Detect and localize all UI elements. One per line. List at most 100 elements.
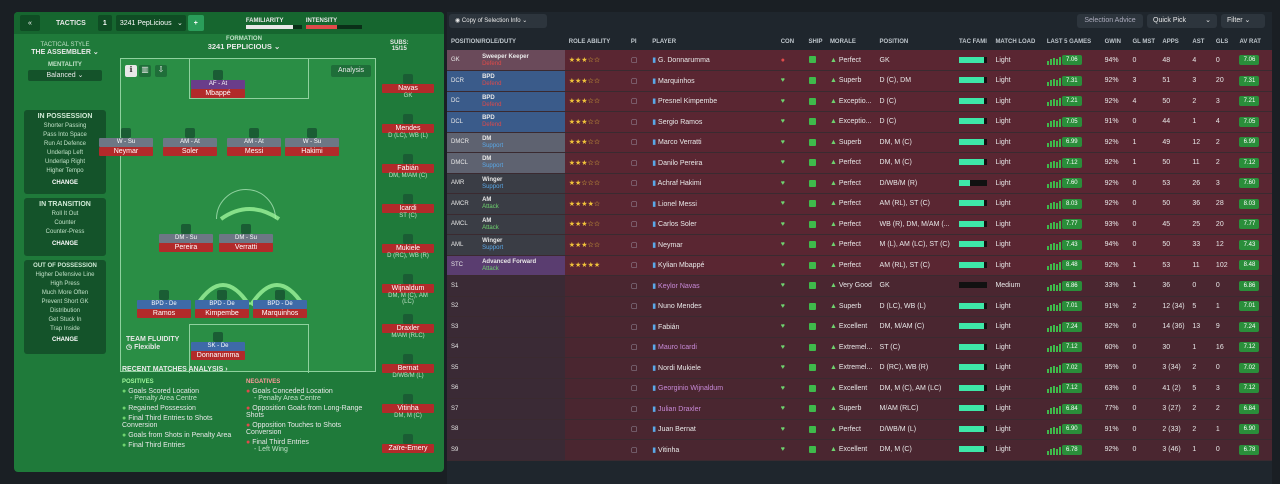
role-cell[interactable]: Winger Support bbox=[478, 234, 565, 256]
sub-player[interactable]: Mendes D (LC), WB (L) bbox=[382, 114, 434, 139]
sub-player[interactable]: Navas GK bbox=[382, 74, 434, 99]
sub-player[interactable]: Mukiele D (RC), WB (R) bbox=[382, 234, 434, 259]
role-cell[interactable]: BPD Defend bbox=[478, 91, 565, 112]
role-cell[interactable]: Sweeper Keeper Defend bbox=[478, 50, 565, 71]
col-header[interactable]: POSITION/ROLE/DUTY bbox=[451, 39, 517, 45]
col-header[interactable]: MORALE bbox=[829, 39, 856, 45]
col-header[interactable]: APPS bbox=[1162, 39, 1179, 45]
col-header[interactable]: PI bbox=[630, 39, 637, 45]
role-cell[interactable]: Advanced Forward Attack bbox=[478, 255, 565, 276]
pi-cell[interactable]: ▢ bbox=[626, 419, 649, 440]
player-cell[interactable]: ▮ Marco Verratti bbox=[648, 132, 777, 153]
pitch-player[interactable]: SK - De Donnarumma bbox=[191, 332, 245, 360]
table-row[interactable]: S9 ▢ ▮ Vitinha ♥ ▲ Excellent DM, M (C) Light 6.… bbox=[447, 439, 1272, 461]
table-row[interactable]: DMCL DM Support ★★★☆☆ ▢ ▮ Danilo Pereira ♥ ▲ Pe… bbox=[447, 152, 1272, 174]
col-header[interactable]: LAST 5 GAMES bbox=[1046, 39, 1092, 45]
table-row[interactable]: AMR Winger Support ★★☆☆☆ ▢ ▮ Achraf Hakimi ♥ ▲ … bbox=[447, 173, 1272, 194]
table-row[interactable]: AMCL AM Attack ★★★☆☆ ▢ ▮ Carlos Soler ♥ ▲ Perfe… bbox=[447, 214, 1272, 235]
role-cell[interactable] bbox=[478, 296, 565, 317]
col-header[interactable]: GLS bbox=[1215, 39, 1229, 45]
col-header[interactable]: AV RAT bbox=[1239, 39, 1261, 45]
sub-player[interactable]: Draxler M/AM (RLC) bbox=[382, 314, 434, 339]
selection-advice-button[interactable]: Selection Advice bbox=[1077, 14, 1143, 28]
pi-cell[interactable]: ▢ bbox=[626, 152, 649, 174]
player-cell[interactable]: ▮ Carlos Soler bbox=[648, 214, 777, 235]
pitch-player[interactable]: DM - Su Verratti bbox=[219, 224, 273, 252]
back-button[interactable]: « bbox=[20, 15, 40, 31]
add-tactic-button[interactable]: + bbox=[187, 15, 204, 31]
in-transition-change-button[interactable]: CHANGE bbox=[51, 241, 78, 247]
pi-cell[interactable]: ▢ bbox=[626, 111, 649, 133]
view-select[interactable]: ◉ Copy of Selection Info ⌄ bbox=[449, 14, 547, 28]
col-header[interactable]: TAC FAMI bbox=[959, 39, 987, 45]
player-cell[interactable]: ▮ Kylian Mbappé bbox=[648, 255, 777, 276]
pi-cell[interactable]: ▢ bbox=[626, 255, 649, 276]
sub-player[interactable]: Wijnaldum DM, M (C), AM (LC) bbox=[382, 274, 434, 305]
pi-cell[interactable]: ▢ bbox=[626, 275, 649, 297]
pitch-player[interactable]: W - Su Hakimi bbox=[285, 128, 339, 156]
pi-cell[interactable]: ▢ bbox=[626, 439, 649, 461]
pi-cell[interactable]: ▢ bbox=[626, 214, 649, 235]
pi-cell[interactable]: ▢ bbox=[626, 296, 649, 317]
role-cell[interactable] bbox=[478, 357, 565, 379]
pi-cell[interactable]: ▢ bbox=[626, 173, 649, 194]
out-of-possession-change-button[interactable]: CHANGE bbox=[51, 337, 78, 343]
sub-player[interactable]: Zaïre-Emery bbox=[382, 434, 434, 453]
player-cell[interactable]: ▮ Neymar bbox=[648, 234, 777, 256]
table-row[interactable]: AML Winger Support ★★★☆☆ ▢ ▮ Neymar ♥ ▲ Perfect… bbox=[447, 234, 1272, 256]
player-cell[interactable]: ▮ Achraf Hakimi bbox=[648, 173, 777, 194]
analysis-title[interactable]: RECENT MATCHES ANALYSIS › bbox=[122, 366, 228, 373]
download-icon[interactable]: ⇩ bbox=[155, 65, 167, 77]
player-cell[interactable]: ▮ Danilo Pereira bbox=[648, 152, 777, 174]
col-header[interactable]: ROLE ABILITY bbox=[568, 39, 611, 45]
col-header[interactable]: AST bbox=[1192, 39, 1205, 45]
pitch-player[interactable]: AM - At Messi bbox=[227, 128, 281, 156]
tactical-style-select[interactable]: THE ASSEMBLER ⌄ bbox=[31, 49, 99, 56]
role-cell[interactable]: BPD Defend bbox=[478, 111, 565, 133]
pitch-player[interactable]: BPD - De Kimpembe bbox=[195, 290, 249, 318]
player-cell[interactable]: ▮ Nuno Mendes bbox=[648, 296, 777, 317]
table-row[interactable]: S5 ▢ ▮ Nordi Mukiele ♥ ▲ Extremel... D (RC), … bbox=[447, 357, 1272, 379]
table-row[interactable]: DC BPD Defend ★★★☆☆ ▢ ▮ Presnel Kimpembe ♥ ▲ Ex… bbox=[447, 91, 1272, 112]
pitch-player[interactable]: W - Su Neymar bbox=[99, 128, 153, 156]
player-cell[interactable]: ▮ Sergio Ramos bbox=[648, 111, 777, 133]
pi-cell[interactable]: ▢ bbox=[626, 357, 649, 379]
table-row[interactable]: S2 ▢ ▮ Nuno Mendes ♥ ▲ Superb D (LC), WB (L) L… bbox=[447, 296, 1272, 317]
player-cell[interactable]: ▮ Georginio Wijnaldum bbox=[648, 378, 777, 399]
player-cell[interactable]: ▮ Keylor Navas bbox=[648, 275, 777, 297]
table-row[interactable]: S6 ▢ ▮ Georginio Wijnaldum ♥ ▲ Excellent DM, … bbox=[447, 378, 1272, 399]
pi-cell[interactable]: ▢ bbox=[626, 337, 649, 358]
pi-cell[interactable]: ▢ bbox=[626, 234, 649, 256]
table-row[interactable]: STC Advanced Forward Attack ★★★★★ ▢ ▮ Kylian … bbox=[447, 255, 1272, 276]
col-header[interactable]: PLAYER bbox=[652, 39, 677, 45]
bar-chart-icon[interactable]: ▥ bbox=[139, 65, 151, 77]
role-cell[interactable] bbox=[478, 419, 565, 440]
table-row[interactable]: S8 ▢ ▮ Juan Bernat ♥ ▲ Perfect D/WB/M (L) Ligh… bbox=[447, 419, 1272, 440]
table-row[interactable]: GK Sweeper Keeper Defend ★★★☆☆ ▢ ▮ G. Donnaru… bbox=[447, 50, 1272, 71]
tactic-slot[interactable]: 1 bbox=[97, 15, 112, 31]
pi-cell[interactable]: ▢ bbox=[626, 398, 649, 420]
table-row[interactable]: S1 ▢ ▮ Keylor Navas ♥ ▲ Very Good GK Medium 6.8… bbox=[447, 275, 1272, 297]
sub-player[interactable]: Icardi ST (C) bbox=[382, 194, 434, 219]
pi-cell[interactable]: ▢ bbox=[626, 70, 649, 92]
tactic-select[interactable]: 3241 PepLicious ⌄ bbox=[115, 15, 186, 31]
pi-cell[interactable]: ▢ bbox=[626, 193, 649, 215]
pi-cell[interactable]: ▢ bbox=[626, 132, 649, 153]
player-cell[interactable]: ▮ G. Donnarumma bbox=[648, 50, 777, 71]
formation-select[interactable]: 3241 PEPLICIOUS ⌄ bbox=[207, 42, 281, 51]
col-header[interactable]: CON bbox=[780, 39, 795, 45]
role-cell[interactable]: Winger Support bbox=[478, 173, 565, 194]
player-cell[interactable]: ▮ Julian Draxler bbox=[648, 398, 777, 420]
table-row[interactable]: S7 ▢ ▮ Julian Draxler ♥ ▲ Superb M/AM (RLC) Li… bbox=[447, 398, 1272, 420]
table-row[interactable]: S3 ▢ ▮ Fabián ♥ ▲ Excellent DM, M/AM (C) Light… bbox=[447, 316, 1272, 338]
pitch-player[interactable]: DM - Su Pereira bbox=[159, 224, 213, 252]
sub-player[interactable]: Fabián DM, M/AM (C) bbox=[382, 154, 434, 179]
col-header[interactable]: GL MST bbox=[1132, 39, 1155, 45]
player-cell[interactable]: ▮ Fabián bbox=[648, 316, 777, 338]
player-cell[interactable]: ▮ Presnel Kimpembe bbox=[648, 91, 777, 112]
role-cell[interactable]: BPD Defend bbox=[478, 70, 565, 92]
player-cell[interactable]: ▮ Marquinhos bbox=[648, 70, 777, 92]
table-row[interactable]: DMCR DM Support ★★★☆☆ ▢ ▮ Marco Verratti ♥ ▲ Su… bbox=[447, 132, 1272, 153]
role-cell[interactable]: DM Support bbox=[478, 152, 565, 174]
role-cell[interactable] bbox=[478, 398, 565, 420]
